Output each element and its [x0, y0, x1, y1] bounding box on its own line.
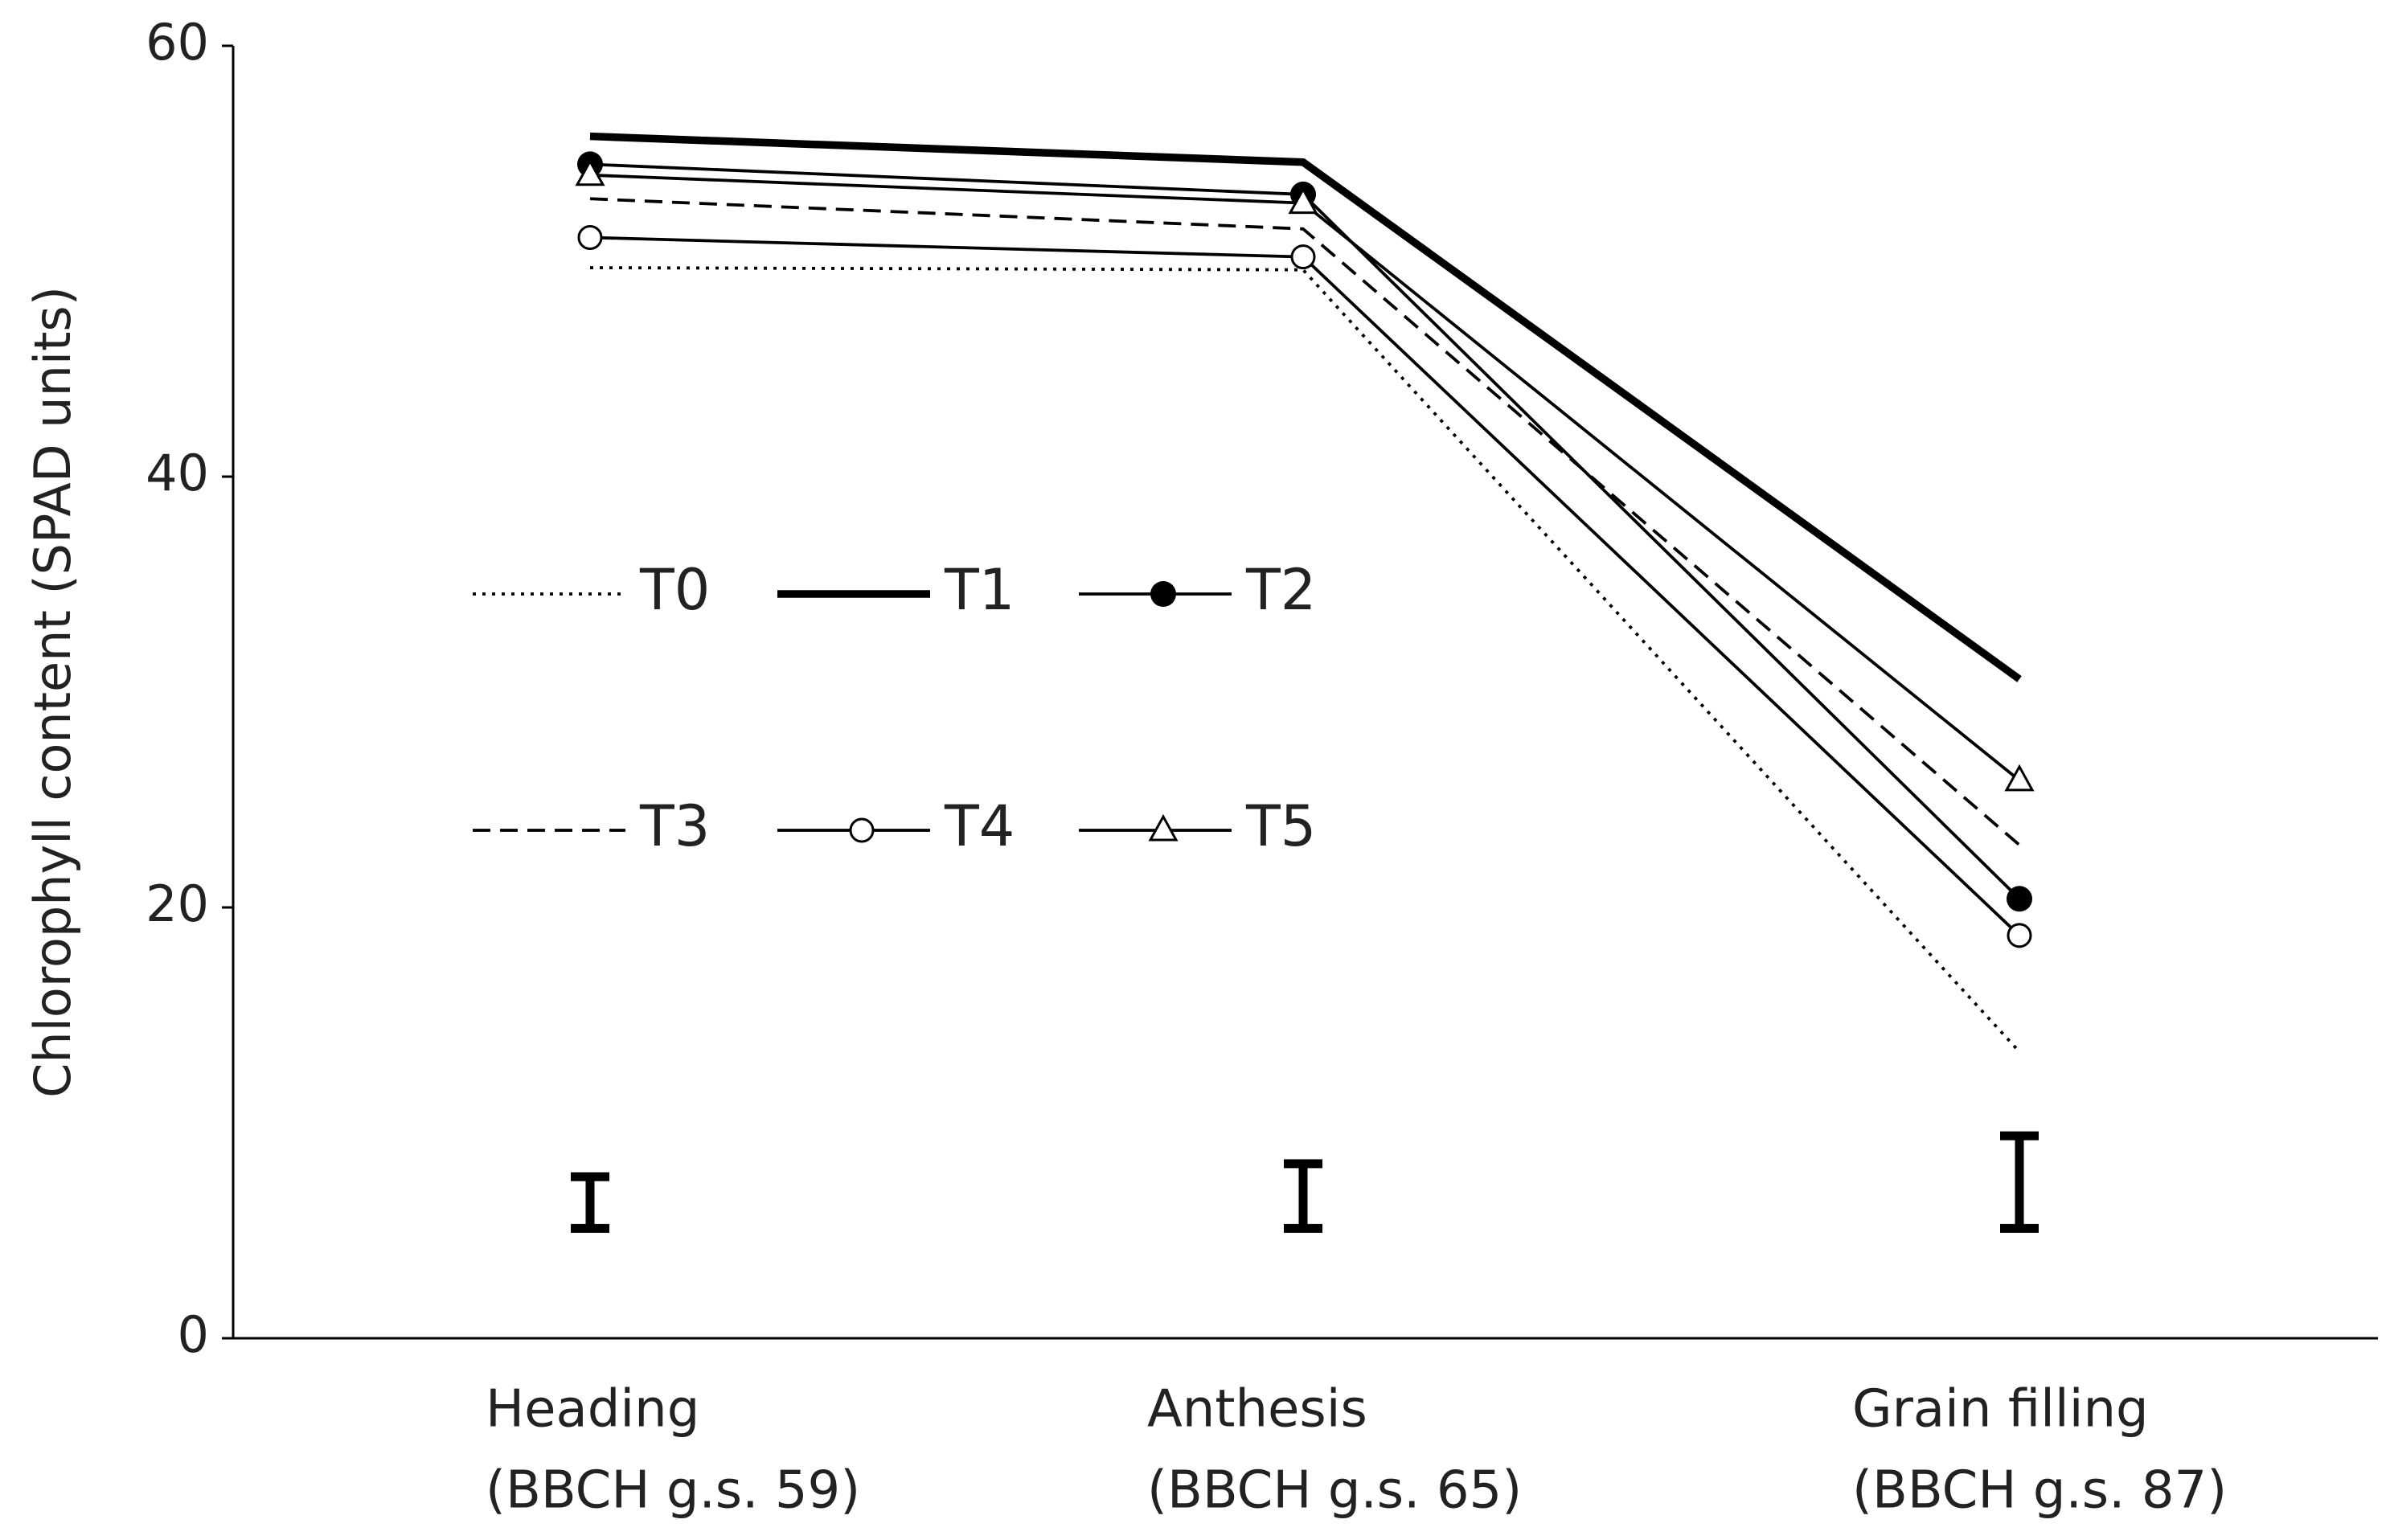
y-axis-label: Chlorophyll content (SPAD units): [23, 286, 82, 1098]
y-tick-label: 0: [178, 1305, 209, 1364]
point-marker: [575, 158, 605, 186]
error-bar: [571, 1172, 609, 1233]
legend-label: T2: [1245, 557, 1316, 623]
legend-label: T0: [639, 557, 710, 623]
x-tick-sublabel: (BBCH g.s. 65): [1147, 1461, 1522, 1521]
point-marker: [577, 225, 603, 251]
x-tick-label: Anthesis: [1147, 1380, 1367, 1440]
x-tick-sublabel: (BBCH g.s. 87): [1852, 1461, 2227, 1521]
error-bar: [2000, 1131, 2039, 1233]
series-line: [589, 132, 2022, 682]
legend-marker: [1150, 581, 1176, 607]
legend-label: T5: [1245, 793, 1316, 859]
legend-label: T3: [639, 793, 710, 859]
x-tick-label: Heading: [486, 1380, 699, 1440]
series-line: [589, 197, 2021, 846]
error-bar: [1284, 1159, 1322, 1233]
point-marker: [1288, 186, 1318, 215]
y-tick-label: 60: [146, 13, 209, 72]
point-marker: [2007, 886, 2032, 912]
point-marker: [2004, 764, 2035, 792]
legend-marker: [1148, 813, 1179, 842]
series-line: [589, 162, 2021, 900]
y-tick-label: 20: [146, 874, 209, 933]
point-marker: [1290, 244, 1316, 270]
y-tick-label: 40: [146, 444, 209, 502]
x-tick-label: Grain filling: [1852, 1380, 2149, 1440]
legend-label: T1: [944, 557, 1015, 623]
legend-marker: [849, 817, 875, 843]
legend-label: T4: [944, 793, 1015, 859]
x-tick-sublabel: (BBCH g.s. 59): [486, 1461, 860, 1521]
series-line: [589, 266, 2021, 1053]
point-marker: [2007, 923, 2032, 948]
